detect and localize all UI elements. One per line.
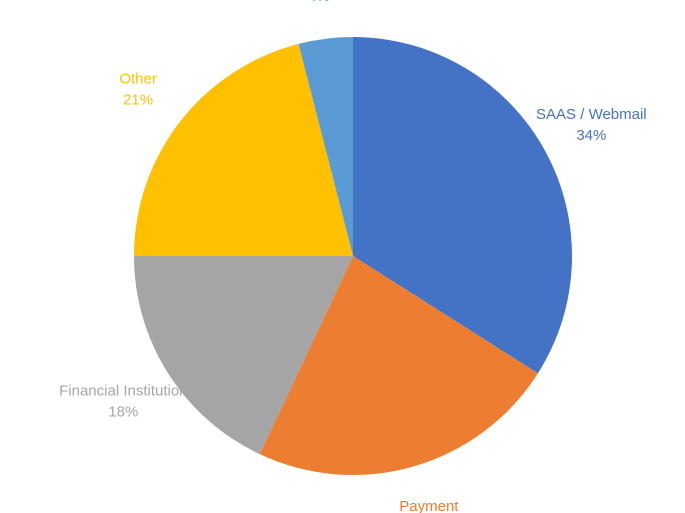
slice-value-label: 21%: [123, 91, 153, 108]
slice-label: Payment: [399, 498, 459, 513]
slice-label: SAAS / Webmail: [536, 106, 647, 123]
slice-value-label: 34%: [576, 127, 606, 144]
slice-value-label: 4%: [308, 0, 330, 5]
slice-label: Financial Institution: [59, 383, 187, 400]
pie-slice: [298, 37, 353, 256]
slice-label: Other: [119, 70, 157, 87]
slice-value-label: 18%: [108, 404, 138, 421]
pie-slice: [134, 256, 353, 455]
pie-slice: [259, 256, 538, 475]
pie-slice: [353, 37, 572, 374]
pie-slice: [134, 43, 353, 257]
